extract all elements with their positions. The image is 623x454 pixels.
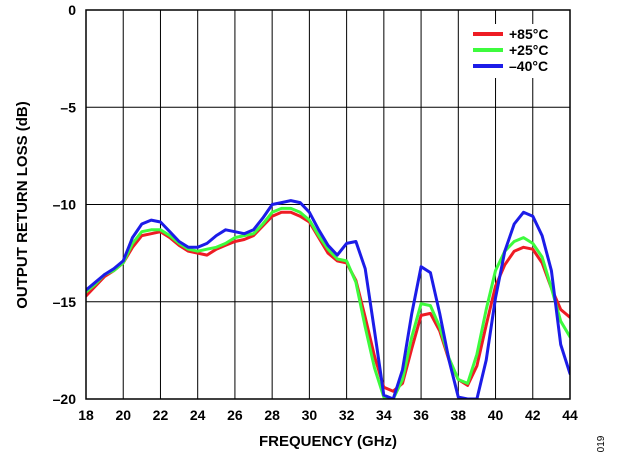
y-tick-label: 0 bbox=[68, 2, 76, 18]
y-tick-label: –10 bbox=[53, 197, 77, 213]
x-tick-label: 40 bbox=[488, 407, 504, 423]
x-tick-label: 32 bbox=[339, 407, 355, 423]
x-tick-label: 34 bbox=[376, 407, 392, 423]
legend-label: +85°C bbox=[509, 26, 548, 42]
x-tick-label: 24 bbox=[190, 407, 206, 423]
x-tick-label: 38 bbox=[451, 407, 467, 423]
series-line bbox=[86, 210, 570, 393]
series-line bbox=[86, 199, 570, 399]
x-tick-label: 44 bbox=[562, 407, 578, 423]
y-tick-label: –5 bbox=[60, 99, 76, 115]
legend-label: –40°C bbox=[509, 58, 548, 74]
series-line bbox=[86, 206, 570, 399]
series-lines bbox=[86, 199, 570, 399]
x-axis-title: FREQUENCY (GHz) bbox=[259, 433, 397, 450]
x-tick-label: 26 bbox=[227, 407, 243, 423]
plot-frame bbox=[85, 9, 571, 400]
y-tick-label: –20 bbox=[53, 391, 77, 407]
legend-label: +25°C bbox=[509, 42, 548, 58]
x-tick-label: 30 bbox=[302, 407, 318, 423]
x-tick-label: 18 bbox=[78, 407, 94, 423]
x-tick-labels: 18 20 22 24 26 28 30 32 34 36 38 40 42 44 bbox=[78, 407, 578, 423]
x-tick-label: 28 bbox=[264, 407, 280, 423]
x-tick-label: 36 bbox=[413, 407, 429, 423]
x-tick-label: 22 bbox=[153, 407, 169, 423]
y-axis-title: OUTPUT RETURN LOSS (dB) bbox=[14, 101, 31, 309]
y-tick-labels: 0 –5 –10 –15 –20 bbox=[53, 2, 77, 407]
x-tick-label: 42 bbox=[525, 407, 541, 423]
x-tick-label: 20 bbox=[115, 407, 131, 423]
figure-number: 019 bbox=[596, 435, 607, 452]
y-tick-label: –15 bbox=[53, 294, 77, 310]
legend: +85°C+25°C–40°C bbox=[465, 24, 566, 78]
